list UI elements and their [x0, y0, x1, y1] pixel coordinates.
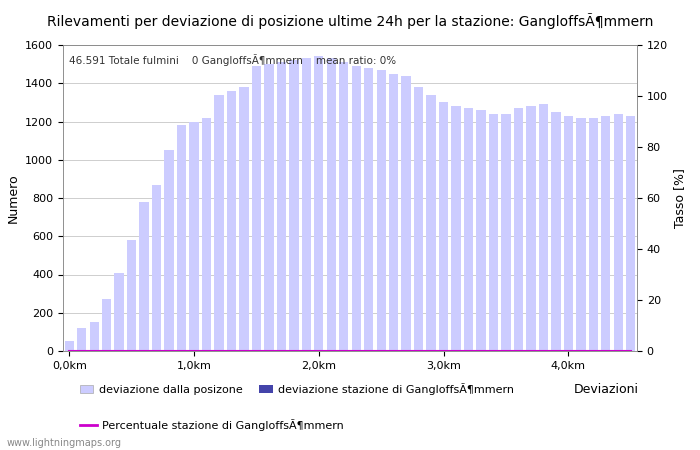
- Bar: [351, 66, 361, 351]
- Bar: [389, 74, 398, 351]
- Bar: [426, 95, 436, 351]
- Bar: [177, 125, 186, 351]
- Text: 46.591 Totale fulmini    0 GangloffsÃ¶mmern    mean ratio: 0%: 46.591 Totale fulmini 0 GangloffsÃ¶mmern…: [69, 54, 396, 66]
- Bar: [227, 91, 236, 351]
- Bar: [501, 114, 511, 351]
- Bar: [339, 62, 349, 351]
- Bar: [539, 104, 548, 351]
- Y-axis label: Numero: Numero: [6, 173, 20, 223]
- Bar: [214, 95, 224, 351]
- Text: Rilevamenti per deviazione di posizione ultime 24h per la stazione: GangloffsÃ¶m: Rilevamenti per deviazione di posizione …: [47, 14, 653, 29]
- Text: www.lightningmaps.org: www.lightningmaps.org: [7, 438, 122, 448]
- Bar: [139, 202, 149, 351]
- Legend: deviazione dalla posizone, deviazione stazione di GangloffsÃ¶mmern: deviazione dalla posizone, deviazione st…: [76, 378, 519, 400]
- Bar: [489, 114, 498, 351]
- Y-axis label: Tasso [%]: Tasso [%]: [673, 168, 687, 228]
- Bar: [302, 58, 311, 351]
- Bar: [327, 58, 336, 351]
- Bar: [152, 184, 161, 351]
- Bar: [377, 70, 386, 351]
- Bar: [239, 87, 248, 351]
- Bar: [289, 60, 298, 351]
- Bar: [264, 64, 274, 351]
- Bar: [164, 150, 174, 351]
- Bar: [439, 103, 448, 351]
- Bar: [115, 273, 124, 351]
- Bar: [276, 62, 286, 351]
- Bar: [576, 117, 585, 351]
- Bar: [64, 342, 74, 351]
- Bar: [564, 116, 573, 351]
- Bar: [414, 87, 424, 351]
- Bar: [90, 322, 99, 351]
- Bar: [589, 117, 598, 351]
- Bar: [526, 106, 536, 351]
- Bar: [102, 299, 111, 351]
- Bar: [614, 114, 623, 351]
- Bar: [364, 68, 373, 351]
- Bar: [252, 66, 261, 351]
- Legend: Percentuale stazione di GangloffsÃ¶mmern: Percentuale stazione di GangloffsÃ¶mmern: [76, 414, 349, 436]
- Bar: [202, 117, 211, 351]
- Bar: [514, 108, 523, 351]
- Bar: [127, 240, 136, 351]
- Bar: [452, 106, 461, 351]
- Bar: [189, 122, 199, 351]
- Bar: [551, 112, 561, 351]
- Bar: [77, 328, 86, 351]
- Bar: [601, 116, 610, 351]
- Bar: [626, 116, 636, 351]
- Bar: [402, 76, 411, 351]
- Text: Deviazioni: Deviazioni: [574, 383, 639, 396]
- Bar: [314, 57, 323, 351]
- Bar: [476, 110, 486, 351]
- Bar: [464, 108, 473, 351]
